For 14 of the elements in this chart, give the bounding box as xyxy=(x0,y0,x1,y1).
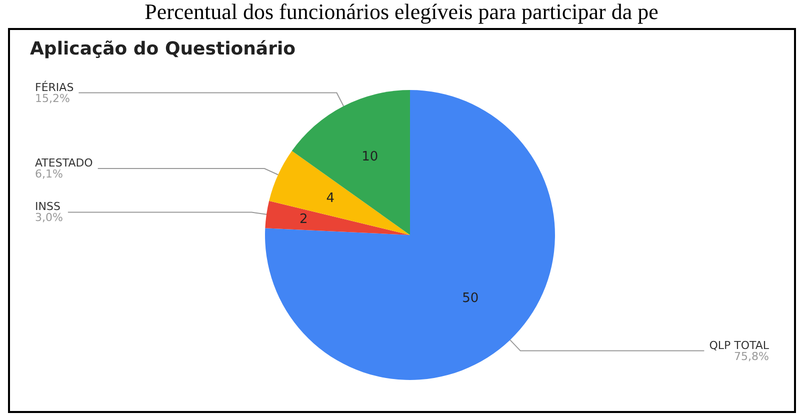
text: 6,1% xyxy=(35,168,63,181)
slice-label: ATESTADO xyxy=(35,156,94,170)
text: 15,2% xyxy=(35,92,70,105)
slice-label: FÉRIAS xyxy=(35,80,74,94)
chart-title: Aplicação do Questionário xyxy=(30,38,296,60)
text: Percentual dos funcionários elegíveis para participar da pe xyxy=(144,0,660,24)
data-label: 50 xyxy=(462,290,479,306)
text: 3,0% xyxy=(35,211,63,224)
data-label: 4 xyxy=(326,191,335,206)
data-label: 10 xyxy=(362,150,378,165)
text: 75,8% xyxy=(734,350,769,363)
slice-label: INSS xyxy=(35,200,60,214)
slice-label: QLP TOTAL xyxy=(709,338,770,352)
data-label: 2 xyxy=(299,212,308,228)
